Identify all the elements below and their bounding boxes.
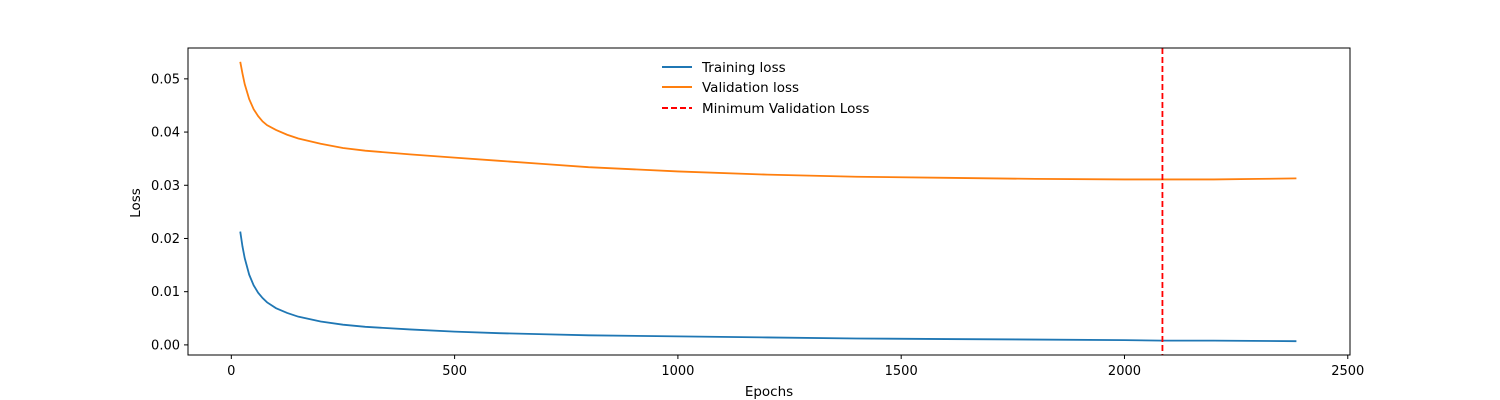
plot-background xyxy=(188,48,1350,355)
y-axis-label: Loss xyxy=(128,188,144,218)
series-layer xyxy=(239,61,1297,343)
y-tick-label: 0.05 xyxy=(151,72,180,87)
legend: Training loss Validation loss Minimum Va… xyxy=(662,60,869,117)
y-tick-label: 0.03 xyxy=(151,179,180,194)
y-axis-ticks: 0.00 0.01 0.02 0.03 0.04 0.05 xyxy=(151,72,188,353)
legend-label-training-loss: Training loss xyxy=(701,60,786,76)
x-axis-ticks: 0 500 1000 1500 2000 2500 xyxy=(227,355,1364,379)
legend-label-minimum-validation-loss: Minimum Validation Loss xyxy=(702,101,869,117)
y-tick-label: 0.04 xyxy=(151,126,180,141)
y-tick-label: 0.01 xyxy=(151,285,180,300)
x-axis-label: Epochs xyxy=(745,384,793,400)
x-tick-label: 2500 xyxy=(1331,364,1364,379)
legend-label-validation-loss: Validation loss xyxy=(702,80,799,96)
x-tick-label: 2000 xyxy=(1108,364,1141,379)
x-tick-label: 0 xyxy=(227,364,235,379)
y-tick-label: 0.00 xyxy=(151,338,180,353)
plot-frame xyxy=(187,47,1351,356)
series-line-validation-loss xyxy=(239,61,1297,181)
series-line-training-loss xyxy=(239,231,1297,343)
y-tick-label: 0.02 xyxy=(151,232,180,247)
x-tick-label: 1000 xyxy=(661,364,694,379)
x-tick-label: 500 xyxy=(442,364,467,379)
x-tick-label: 1500 xyxy=(885,364,918,379)
